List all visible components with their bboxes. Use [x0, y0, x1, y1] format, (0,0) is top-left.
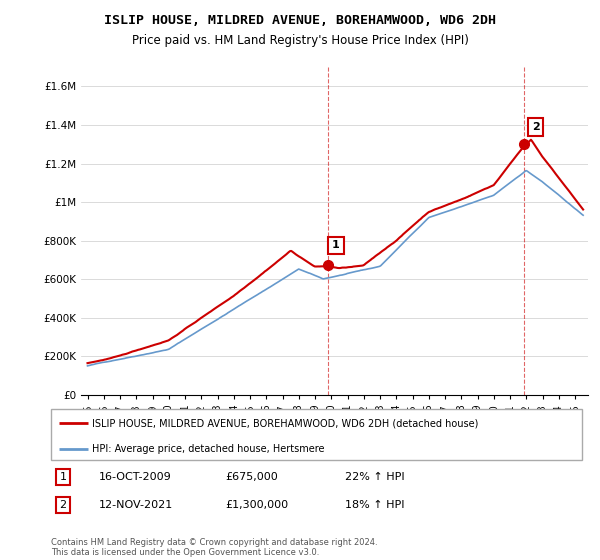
Text: 18% ↑ HPI: 18% ↑ HPI	[345, 500, 404, 510]
Text: 2: 2	[532, 122, 539, 132]
Text: ISLIP HOUSE, MILDRED AVENUE, BOREHAMWOOD, WD6 2DH: ISLIP HOUSE, MILDRED AVENUE, BOREHAMWOOD…	[104, 14, 496, 27]
Text: 1: 1	[59, 472, 67, 482]
Text: 1: 1	[332, 240, 340, 250]
Text: £1,300,000: £1,300,000	[225, 500, 288, 510]
Text: 12-NOV-2021: 12-NOV-2021	[99, 500, 173, 510]
Text: Contains HM Land Registry data © Crown copyright and database right 2024.
This d: Contains HM Land Registry data © Crown c…	[51, 538, 377, 557]
Text: 16-OCT-2009: 16-OCT-2009	[99, 472, 172, 482]
Text: 22% ↑ HPI: 22% ↑ HPI	[345, 472, 404, 482]
Text: £675,000: £675,000	[225, 472, 278, 482]
Text: HPI: Average price, detached house, Hertsmere: HPI: Average price, detached house, Hert…	[92, 444, 325, 454]
Text: Price paid vs. HM Land Registry's House Price Index (HPI): Price paid vs. HM Land Registry's House …	[131, 34, 469, 46]
Text: ISLIP HOUSE, MILDRED AVENUE, BOREHAMWOOD, WD6 2DH (detached house): ISLIP HOUSE, MILDRED AVENUE, BOREHAMWOOD…	[92, 418, 479, 428]
Text: 2: 2	[59, 500, 67, 510]
